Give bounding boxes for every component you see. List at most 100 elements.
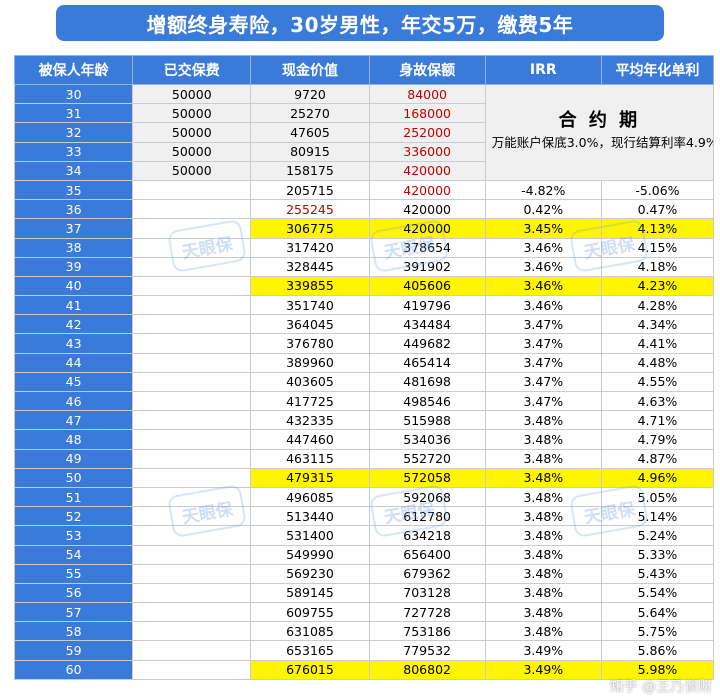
table-row: 45 403605 481698 3.47% 4.55% [13,371,715,393]
premium-cell [132,179,252,201]
cash-value-cell: 80915 [250,141,370,162]
column-header-premium: 已交保费 [132,55,252,85]
cash-value-cell: 531400 [250,525,370,546]
death-benefit-cell: 727728 [368,602,486,623]
irr-cell: 3.47% [484,333,602,354]
age-cell: 50 [13,467,134,488]
simple-rate-cell: 4.15% [600,237,715,258]
simple-rate-cell: 5.05% [600,486,715,508]
premium-cell [132,199,252,220]
age-cell: 54 [13,544,134,565]
table-row: 59 653165 779532 3.49% 5.86% [13,640,715,661]
table-row: 36 255245 420000 0.42% 0.47% [13,199,715,220]
death-benefit-cell: 84000 [368,83,486,105]
irr-cell: 3.46% [484,237,602,258]
age-cell: 55 [13,563,134,584]
death-benefit-cell: 572058 [368,467,486,488]
table-row: 49 463115 552720 3.48% 4.87% [13,448,715,469]
death-benefit-cell: 434484 [368,314,486,335]
premium-cell: 50000 [132,83,252,105]
table-row: 37 306775 420000 3.45% 4.13% [13,218,715,239]
table-row: 47 432335 515988 3.48% 4.71% [13,410,715,431]
simple-rate-cell: 5.75% [600,621,715,642]
age-cell: 48 [13,429,134,450]
age-cell: 36 [13,199,134,220]
column-header-death-benefit: 身故保额 [368,55,486,85]
table-row: 52 513440 612780 3.48% 5.14% [13,506,715,527]
table-header-row: 被保人年龄 已交保费 现金价值 身故保额 IRR 平均年化单利 [13,55,715,85]
age-cell: 57 [13,602,134,623]
simple-rate-cell: 4.87% [600,448,715,469]
cash-value-cell: 513440 [250,506,370,527]
irr-cell: 3.46% [484,275,602,297]
premium-cell [132,621,252,642]
simple-rate-cell: 4.48% [600,352,715,373]
cash-value-cell: 631085 [250,621,370,642]
irr-cell: 3.48% [484,582,602,604]
death-benefit-cell: 168000 [368,103,486,124]
cash-value-cell: 328445 [250,256,370,277]
death-benefit-cell: 252000 [368,122,486,143]
simple-rate-cell: 4.41% [600,333,715,354]
premium-cell [132,582,252,604]
premium-cell: 50000 [132,141,252,162]
death-benefit-cell: 534036 [368,429,486,450]
cash-value-cell: 317420 [250,237,370,258]
death-benefit-cell: 656400 [368,544,486,565]
age-cell: 40 [13,275,134,297]
cash-value-cell: 376780 [250,333,370,354]
premium-cell: 50000 [132,160,252,181]
age-cell: 60 [13,659,134,680]
simple-rate-cell: 5.86% [600,640,715,661]
irr-cell: 3.48% [484,525,602,546]
page-title: 增额终身寿险，30岁男性，年交5万，缴费5年 [56,5,664,41]
cash-value-cell: 417725 [250,390,370,412]
premium-cell [132,467,252,488]
age-cell: 32 [13,122,134,143]
insurance-table: 被保人年龄 已交保费 现金价值 身故保额 IRR 平均年化单利 30 50000 9… [13,55,715,680]
table-row: 60 676015 806802 3.49% 5.98% [13,659,715,680]
death-benefit-cell: 449682 [368,333,486,354]
irr-cell: 3.48% [484,429,602,450]
cash-value-cell: 389960 [250,352,370,373]
column-header-irr: IRR [484,55,602,85]
premium-cell: 50000 [132,103,252,124]
death-benefit-cell: 420000 [368,160,486,181]
premium-cell: 50000 [132,122,252,143]
table-row: 38 317420 378654 3.46% 4.15% [13,237,715,258]
irr-cell: 3.48% [484,621,602,642]
age-cell: 35 [13,179,134,201]
cash-value-cell: 479315 [250,467,370,488]
column-header-cash-value: 现金价值 [250,55,370,85]
table-row: 43 376780 449682 3.47% 4.41% [13,333,715,354]
cash-value-cell: 589145 [250,582,370,604]
death-benefit-cell: 552720 [368,448,486,469]
premium-cell [132,275,252,297]
age-cell: 37 [13,218,134,239]
irr-cell: 3.47% [484,371,602,393]
simple-rate-cell: 5.24% [600,525,715,546]
cash-value-cell: 47605 [250,122,370,143]
age-cell: 31 [13,103,134,124]
simple-rate-cell: 4.34% [600,314,715,335]
simple-rate-cell: 4.79% [600,429,715,450]
age-cell: 44 [13,352,134,373]
death-benefit-cell: 405606 [368,275,486,297]
irr-cell: 3.48% [484,410,602,431]
death-benefit-cell: 481698 [368,371,486,393]
simple-rate-cell: 4.96% [600,467,715,488]
premium-cell [132,237,252,258]
contract-period-text: 万能账户保底3.0%，现行结算利率4.9% [491,135,714,151]
age-cell: 59 [13,640,134,661]
irr-cell: 3.49% [484,659,602,680]
column-header-simple-rate: 平均年化单利 [600,55,715,85]
premium-cell [132,602,252,623]
simple-rate-cell: -5.06% [600,179,715,201]
death-benefit-cell: 703128 [368,582,486,604]
table-body: 30 50000 9720 84000 合 约 期万能账户保底3.0%，现行结算利率4.… [13,83,715,680]
irr-cell: 3.46% [484,295,602,316]
irr-cell: 0.42% [484,199,602,220]
death-benefit-cell: 498546 [368,390,486,412]
cash-value-cell: 158175 [250,160,370,181]
premium-cell [132,486,252,508]
